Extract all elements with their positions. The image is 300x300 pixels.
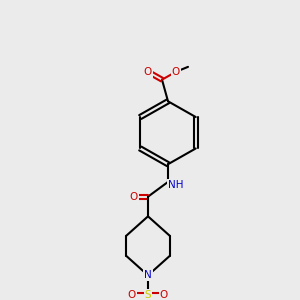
Text: N: N <box>144 270 152 280</box>
Text: O: O <box>172 67 180 77</box>
Text: O: O <box>160 290 168 300</box>
Text: NH: NH <box>168 180 184 190</box>
Text: O: O <box>144 67 152 77</box>
Text: S: S <box>145 290 151 300</box>
Text: O: O <box>130 192 138 202</box>
Text: O: O <box>128 290 136 300</box>
